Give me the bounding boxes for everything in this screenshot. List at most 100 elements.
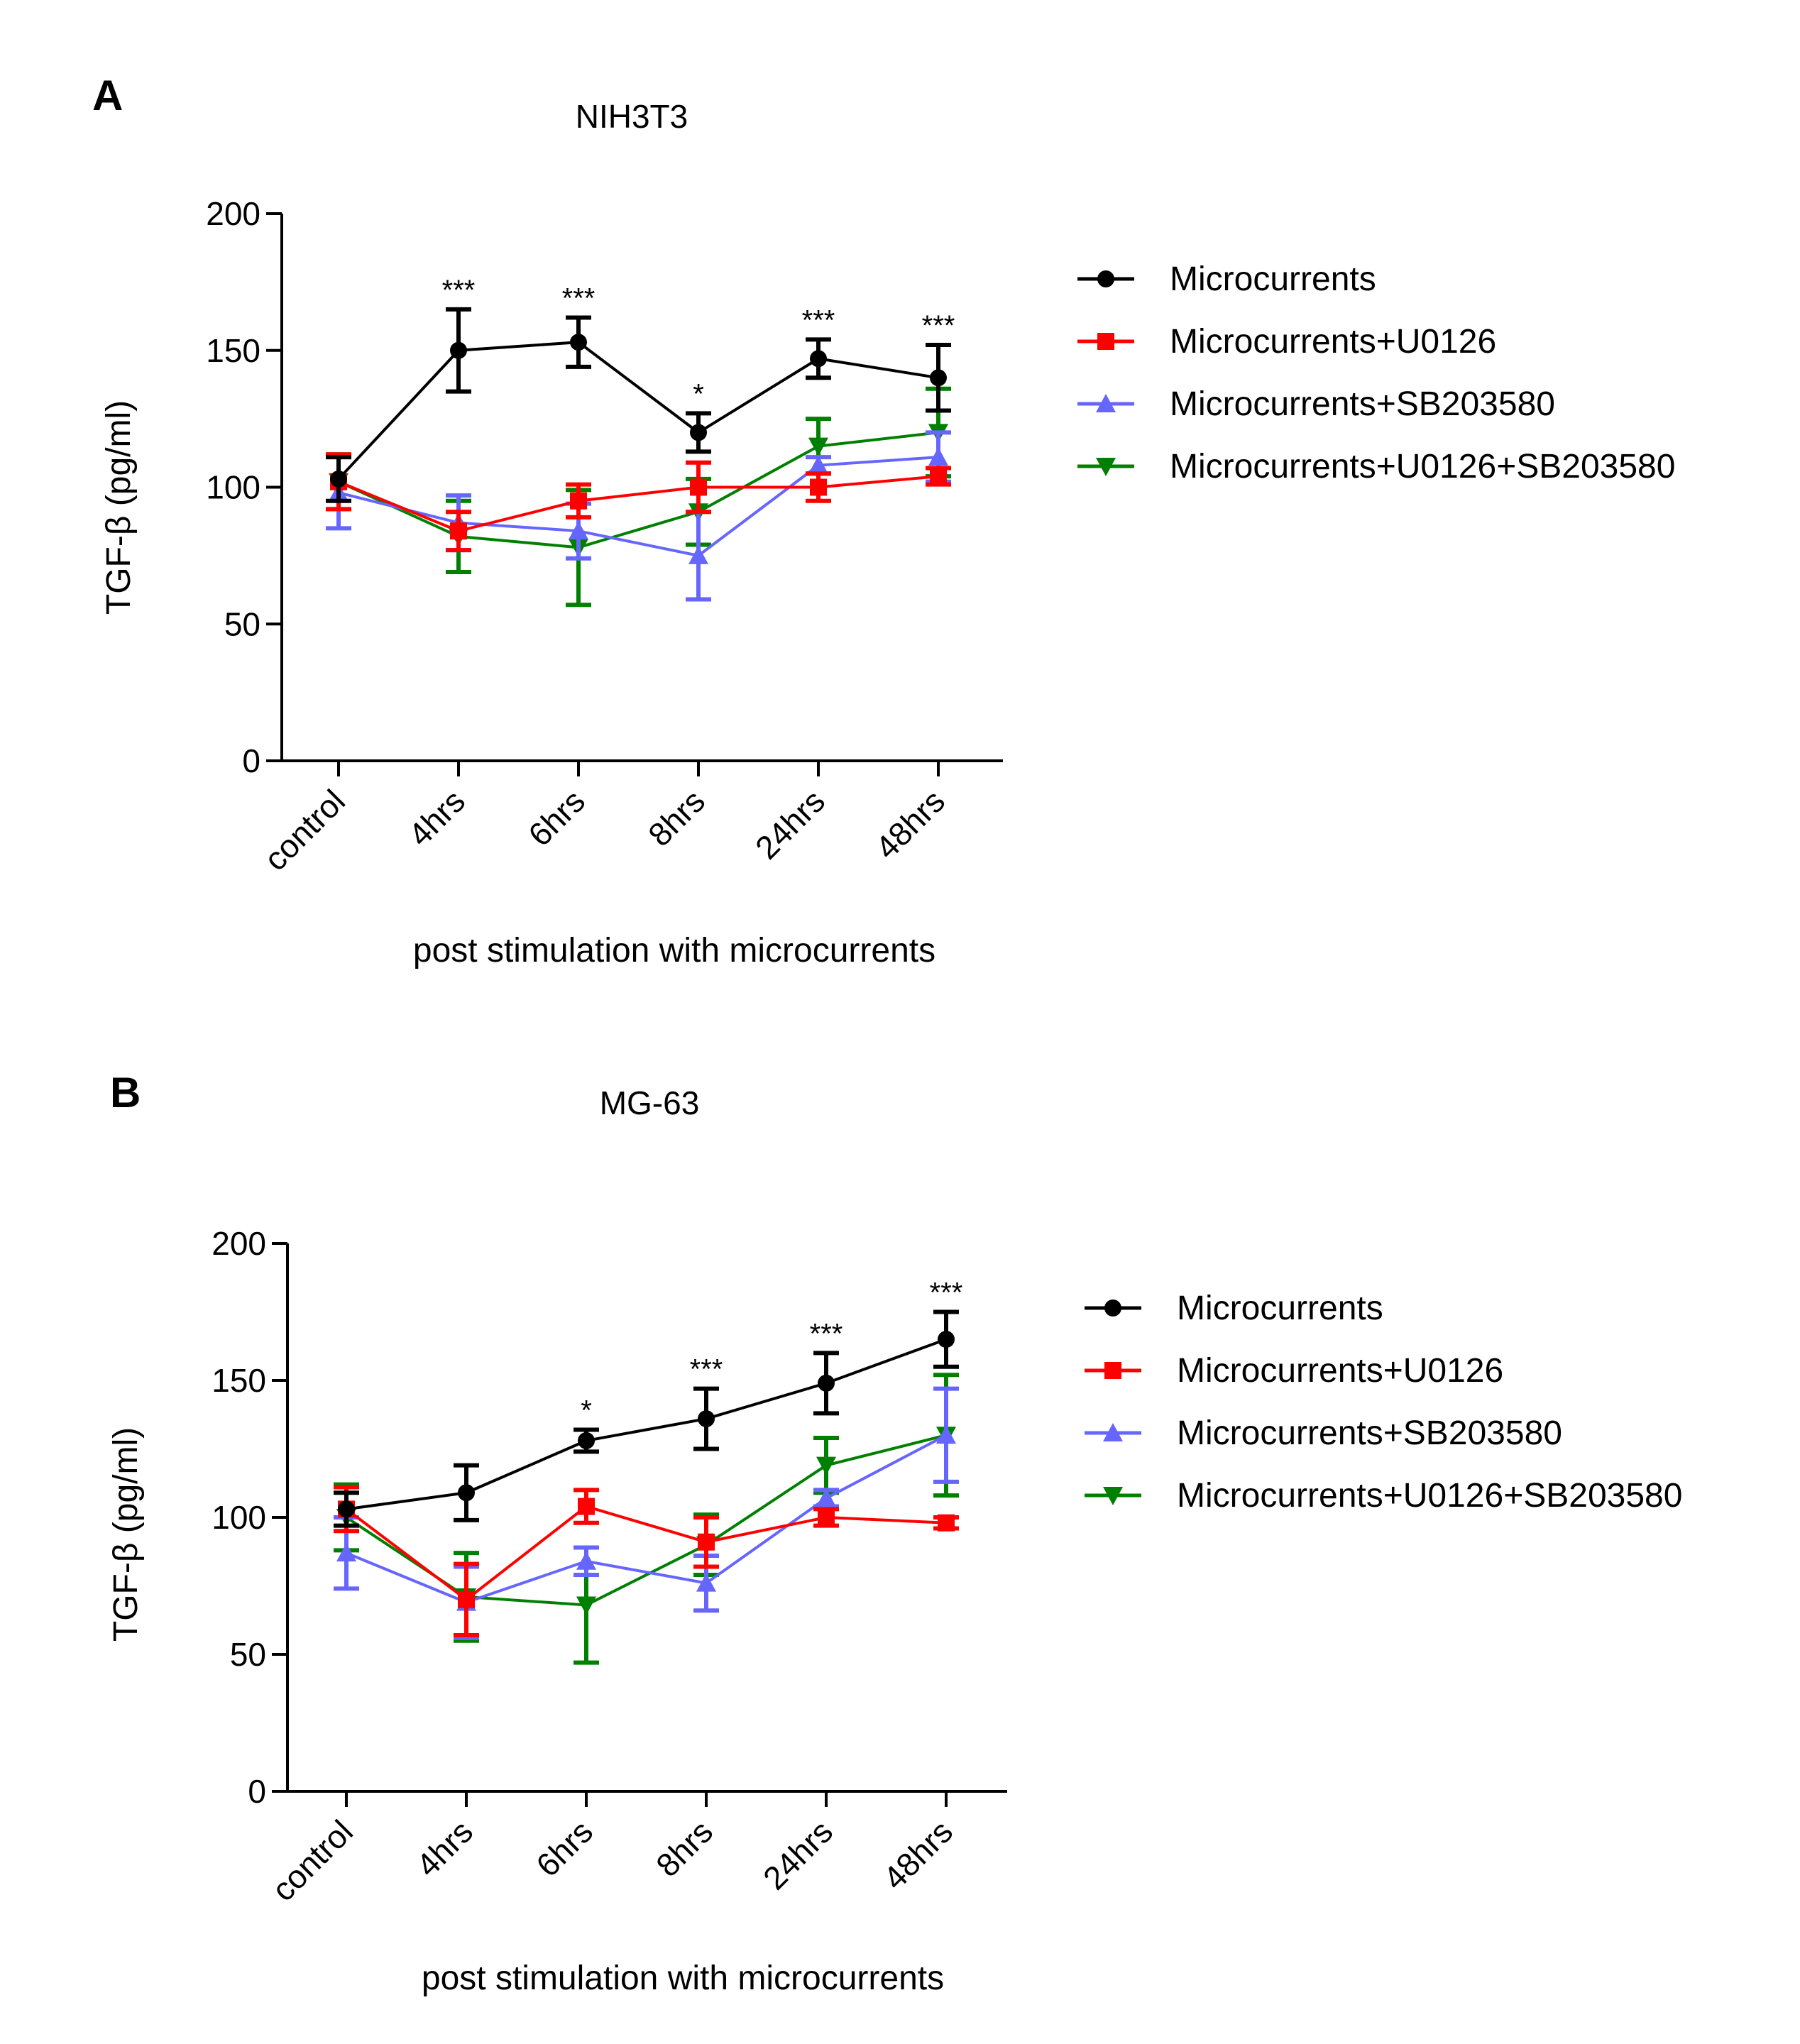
- x-tick-label: 24hrs: [748, 782, 832, 866]
- y-axis-label: TGF-β (pg/ml): [107, 1427, 145, 1642]
- series-line: [345, 1505, 947, 1602]
- legend-marker: [1104, 1362, 1121, 1379]
- legend-label: Microcurrents: [1177, 1290, 1383, 1327]
- data-point: [578, 1498, 595, 1515]
- legend-marker: [1097, 333, 1114, 350]
- data-point: [450, 341, 467, 359]
- legend-label: Microcurrents: [1170, 260, 1376, 298]
- data-point: [938, 1331, 955, 1348]
- significance-label: ***: [922, 310, 955, 341]
- chart-title: MG-63: [600, 1084, 700, 1121]
- data-point: [698, 1533, 715, 1551]
- data-point: [810, 478, 827, 496]
- y-tick-label: 150: [212, 1362, 266, 1399]
- legend: Microcurrents Microcurrents+U0126 Microcur…: [1077, 260, 1675, 485]
- legend-item: Microcurrents+U0126: [1077, 323, 1496, 361]
- significance-label: ***: [810, 1318, 843, 1349]
- legend-label: Microcurrents+U0126: [1170, 323, 1496, 361]
- legend-label: Microcurrents+U0126+SB203580: [1170, 448, 1675, 485]
- data-point: [338, 1500, 355, 1518]
- legend-item: Microcurrents: [1077, 260, 1376, 298]
- x-tick-label: 48hrs: [876, 1813, 960, 1896]
- y-tick-label: 50: [230, 1636, 266, 1673]
- series-line: [337, 341, 939, 480]
- y-tick-label: 200: [212, 1225, 266, 1262]
- legend-item: Microcurrents+U0126+SB203580: [1085, 1477, 1682, 1515]
- x-tick-label: 8hrs: [641, 782, 712, 853]
- data-point: [810, 350, 827, 368]
- significance-label: ***: [442, 275, 476, 306]
- data-point: [569, 521, 588, 540]
- x-axis-label: post stimulation with microcurrents: [413, 932, 935, 969]
- x-axis-label: post stimulation with microcurrents: [422, 1960, 944, 1997]
- data-point: [458, 1590, 475, 1608]
- legend-item: Microcurrents+SB203580: [1077, 385, 1555, 423]
- data-point: [570, 334, 587, 351]
- data-point: [808, 455, 828, 474]
- legend-label: Microcurrents+U0126: [1177, 1352, 1503, 1390]
- data-point: [808, 437, 828, 456]
- x-tick-label: 6hrs: [529, 1813, 600, 1884]
- series-microcurrents-u0126: [334, 1485, 959, 1637]
- data-point: [818, 1374, 835, 1392]
- data-point: [696, 1573, 716, 1592]
- x-tick-label: 48hrs: [868, 782, 952, 866]
- data-point: [928, 447, 948, 466]
- x-tick-label: 4hrs: [401, 782, 472, 853]
- significance-label: ***: [690, 1354, 723, 1385]
- significance-label: *: [693, 378, 704, 410]
- data-point: [818, 1509, 835, 1526]
- y-tick-label: 0: [248, 1773, 266, 1810]
- series-line: [346, 1338, 947, 1511]
- series-microcurrents-u0126: [326, 452, 951, 553]
- data-point: [690, 424, 707, 441]
- series-microcurrents: **********: [334, 1278, 963, 1528]
- data-point: [930, 369, 947, 387]
- series-microcurrents-sb203580: [334, 1386, 959, 1640]
- data-point: [458, 1484, 475, 1502]
- x-tick-label: 24hrs: [756, 1813, 840, 1896]
- legend: Microcurrents Microcurrents+U0126 Microcur…: [1085, 1290, 1682, 1515]
- panel-label: B: [110, 1069, 141, 1116]
- y-tick-label: 50: [224, 605, 260, 642]
- y-tick-label: 200: [206, 195, 260, 232]
- legend-label: Microcurrents+U0126+SB203580: [1177, 1477, 1682, 1515]
- panel-label: A: [92, 72, 123, 119]
- x-tick-label: control: [265, 1813, 360, 1908]
- series-line: [338, 456, 939, 558]
- series-microcurrents: *** ******* ***: [326, 275, 955, 503]
- legend-item: Microcurrents+U0126: [1085, 1352, 1503, 1390]
- legend-marker: [1103, 1423, 1123, 1441]
- data-point: [698, 1410, 715, 1428]
- significance-label: ***: [802, 304, 835, 336]
- data-point: [570, 492, 587, 510]
- significance-label: ***: [930, 1278, 963, 1309]
- data-point: [576, 1596, 596, 1615]
- series-line: [338, 431, 939, 549]
- legend-marker: [1103, 1487, 1123, 1505]
- legend-marker: [1104, 1300, 1121, 1317]
- legend-marker: [1097, 270, 1114, 287]
- legend-label: Microcurrents+SB203580: [1177, 1414, 1562, 1452]
- data-point: [690, 478, 707, 496]
- data-point: [936, 1425, 956, 1444]
- y-tick-label: 0: [242, 742, 260, 779]
- data-point: [688, 545, 708, 564]
- legend-marker: [1096, 394, 1116, 412]
- y-tick-label: 100: [212, 1499, 266, 1536]
- panel-b: B MG-63 TGF-β (pg/ml) post stimulation w…: [107, 1069, 1682, 1997]
- data-point: [336, 1543, 356, 1562]
- y-axis-label: TGF-β (pg/ml): [100, 400, 138, 615]
- legend-item: Microcurrents+SB203580: [1085, 1414, 1562, 1452]
- significance-label: ***: [562, 282, 596, 314]
- panel-a: A NIH3T3 TGF-β (pg/ml) post stimulation …: [92, 72, 1675, 969]
- x-tick-label: 6hrs: [521, 782, 592, 853]
- data-point: [450, 522, 467, 540]
- legend-item: Microcurrents: [1085, 1290, 1383, 1327]
- chart-title: NIH3T3: [576, 98, 688, 135]
- x-tick-label: control: [257, 782, 352, 877]
- x-tick-label: 8hrs: [649, 1813, 720, 1884]
- data-point: [330, 470, 347, 488]
- y-tick-label: 100: [206, 469, 260, 506]
